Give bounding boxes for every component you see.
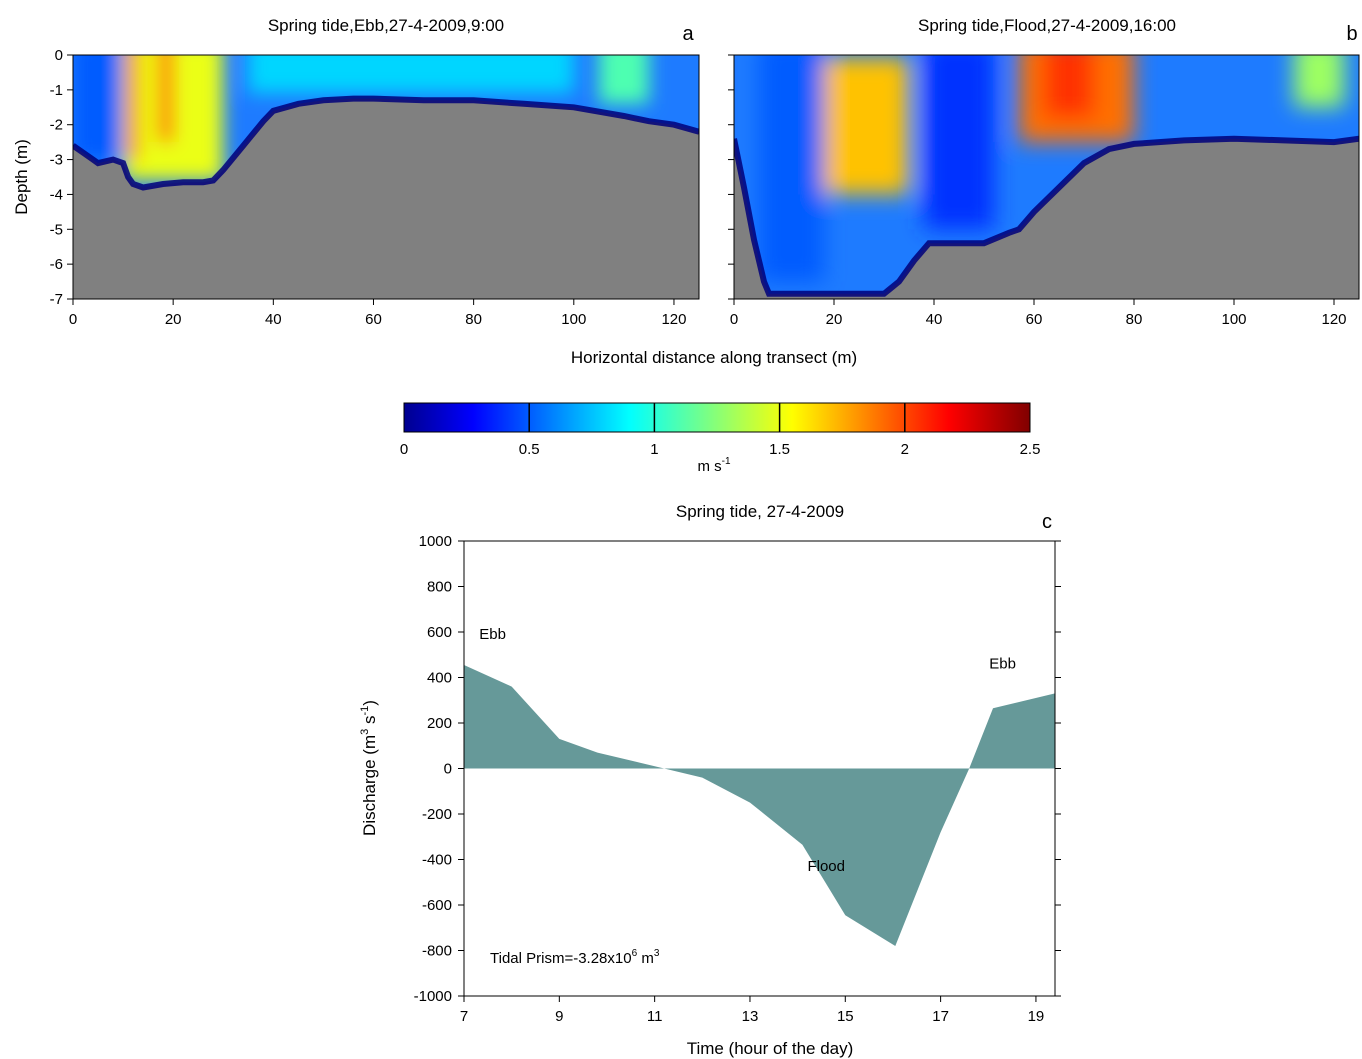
- x-tick-label: 19: [1028, 1008, 1045, 1025]
- x-tick-label: 15: [837, 1008, 854, 1025]
- y-tick-label: -800: [422, 943, 452, 960]
- panel-a-y-axis: 0 -1 -2 -3 -4 -5 -6 -7: [50, 47, 73, 308]
- annotation-label: Ebb: [479, 626, 506, 643]
- y-tick-label: -1000: [414, 988, 452, 1005]
- x-tick-label: 100: [1221, 311, 1246, 328]
- colorbar-tick-label: 2: [901, 441, 909, 458]
- panel-a-bed-edge: [73, 95, 699, 191]
- x-tick-label: 13: [742, 1008, 759, 1025]
- x-tick-label: 80: [1126, 311, 1143, 328]
- y-tick-label: 0: [444, 761, 452, 778]
- y-tick-label: 1000: [419, 533, 452, 550]
- x-tick-label: 20: [826, 311, 843, 328]
- y-tick-label: -4: [50, 186, 63, 203]
- panel-c-x-axis: 7 9 11 13 15 17 19: [460, 996, 1044, 1025]
- velocity-region-b-2: [924, 55, 994, 230]
- panel-c-annotations: Ebb Flood Ebb: [479, 626, 1016, 875]
- colorbar-tick-label: 0: [400, 441, 408, 458]
- x-tick-label: 7: [460, 1008, 468, 1025]
- x-tick-label: 17: [932, 1008, 949, 1025]
- x-tick-label: 0: [730, 311, 738, 328]
- y-tick-label: 200: [427, 715, 452, 732]
- colorbar-gradient: [403, 402, 1031, 433]
- panel-b-bed: [734, 138, 1359, 299]
- panel-c-discharge: Spring tide, 27-4-2009 c 7 9 11 13 15 17 19 10…: [359, 502, 1061, 1058]
- panel-b-y-axis: [728, 54, 734, 300]
- y-tick-label: -3: [50, 152, 63, 169]
- panel-b-velocity-field: [759, 55, 1344, 282]
- velocity-region-b-0: [759, 55, 824, 282]
- colorbar: 0 0.5 1 1.5 2 2.5 m s-1: [400, 402, 1041, 475]
- panel-a-x-axis: 0 20 40 60 80 100 120: [69, 299, 686, 328]
- panel-b-title: Spring tide,Flood,27-4-2009,16:00: [918, 16, 1176, 35]
- x-tick-label: 11: [647, 1008, 663, 1025]
- tidal-prism-label: Tidal Prism=-3.28x106 m3: [490, 948, 660, 967]
- velocity-region-a-5: [598, 55, 649, 104]
- y-tick-label: -600: [422, 897, 452, 914]
- x-tick-label: 40: [265, 311, 282, 328]
- panel-a-title: Spring tide,Ebb,27-4-2009,9:00: [268, 16, 504, 35]
- panel-b-frame: [733, 54, 1360, 300]
- velocity-region-b-1: [824, 57, 909, 195]
- shared-xlabel: Horizontal distance along transect (m): [571, 348, 857, 367]
- y-tick-label: 400: [427, 670, 452, 687]
- x-tick-label: 120: [661, 311, 686, 328]
- y-tick-label: 600: [427, 624, 452, 641]
- panel-c-title: Spring tide, 27-4-2009: [676, 502, 844, 521]
- x-tick-label: 100: [561, 311, 586, 328]
- velocity-region-b-4: [1044, 55, 1094, 118]
- x-tick-label: 20: [165, 311, 182, 328]
- panel-c-y-axis: 1000 800 600 400 200 0 -200 -400 -600 -800 -1000: [414, 533, 1061, 1005]
- x-tick-label: 60: [1026, 311, 1043, 328]
- y-tick-label: -400: [422, 852, 452, 869]
- annotation-label: Flood: [807, 858, 845, 875]
- x-tick-label: 60: [365, 311, 382, 328]
- x-tick-label: 40: [926, 311, 943, 328]
- panel-a-ebb: Spring tide,Ebb,27-4-2009,9:00 a 0 20 40 60…: [12, 16, 700, 328]
- x-tick-label: 0: [69, 311, 77, 328]
- panel-b-bed-edge: [734, 135, 1359, 297]
- annotation-label: Ebb: [989, 655, 1016, 672]
- y-tick-label: -2: [50, 117, 63, 134]
- panel-a-bed: [73, 98, 699, 299]
- panel-a-letter: a: [682, 23, 694, 45]
- colorbar-ticks: 0 0.5 1 1.5 2 2.5: [400, 403, 1041, 458]
- velocity-region-a-0: [73, 55, 124, 160]
- colorbar-tick-label: 0.5: [519, 441, 540, 458]
- y-tick-label: -200: [422, 806, 452, 823]
- y-tick-label: -7: [50, 291, 63, 308]
- panel-a-ylabel: Depth (m): [12, 139, 31, 215]
- colorbar-unit: m s-1: [697, 456, 731, 475]
- colorbar-tick-label: 1.5: [769, 441, 790, 458]
- panel-c-ylabel: Discharge (m3 s-1): [359, 700, 379, 836]
- velocity-region-a-3: [158, 55, 174, 143]
- y-tick-label: -1: [50, 82, 63, 99]
- x-tick-label: 120: [1321, 311, 1346, 328]
- panel-c-xlabel: Time (hour of the day): [687, 1039, 854, 1058]
- panel-a-velocity-field: [73, 55, 649, 181]
- panel-b-x-axis: 0 20 40 60 80 100 120: [730, 299, 1347, 328]
- panel-c-letter: c: [1042, 511, 1052, 533]
- panel-a-frame: [72, 54, 700, 300]
- velocity-region-b-5: [1294, 55, 1344, 108]
- y-tick-label: -6: [50, 256, 63, 273]
- panel-b-letter: b: [1346, 23, 1357, 45]
- velocity-region-a-2: [128, 55, 139, 160]
- velocity-region-a-4: [248, 55, 574, 94]
- panel-b-flood: Spring tide,Flood,27-4-2009,16:00 b 0 20 4…: [728, 16, 1360, 328]
- y-tick-label: 800: [427, 579, 452, 596]
- discharge-area: [464, 665, 1055, 946]
- y-tick-label: 0: [55, 47, 63, 64]
- y-tick-label: -5: [50, 221, 63, 238]
- x-tick-label: 9: [555, 1008, 563, 1025]
- x-tick-label: 80: [465, 311, 482, 328]
- colorbar-tick-label: 2.5: [1020, 441, 1041, 458]
- colorbar-tick-label: 1: [650, 441, 658, 458]
